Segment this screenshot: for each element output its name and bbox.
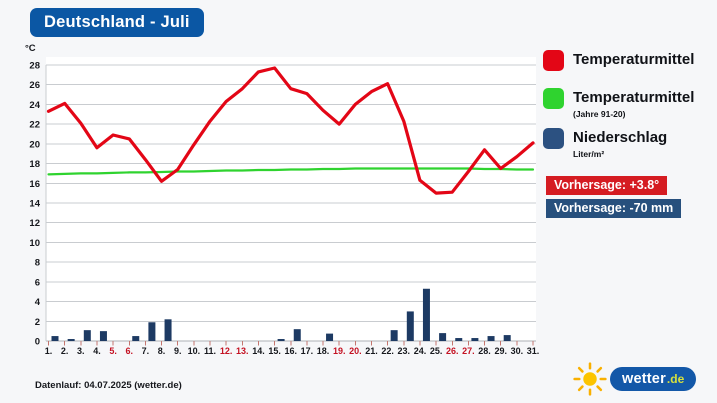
legend-label: Temperaturmittel	[573, 89, 695, 106]
precipitation-bar	[51, 336, 59, 341]
legend-sublabel: (Jahre 91-20)	[573, 109, 626, 119]
svg-text:18: 18	[29, 159, 40, 170]
y-axis-unit-label: °C	[25, 43, 36, 54]
x-axis-ticks	[48, 341, 534, 346]
wetter-de-logo: wetter .de	[572, 361, 697, 397]
svg-text:19.: 19.	[333, 346, 346, 356]
svg-text:22: 22	[29, 120, 40, 131]
precipitation-bar	[422, 288, 430, 341]
red-swatch-icon	[543, 50, 564, 71]
svg-text:6: 6	[35, 277, 40, 288]
logo-pill: wetter .de	[610, 367, 697, 391]
svg-text:16: 16	[29, 179, 40, 190]
svg-text:1.: 1.	[45, 346, 53, 356]
logo-name: wetter	[622, 371, 666, 387]
svg-text:8: 8	[35, 258, 40, 269]
climate-mean-line	[47, 167, 535, 176]
svg-text:9.: 9.	[174, 346, 182, 356]
svg-text:2: 2	[35, 317, 40, 328]
precipitation-bar	[503, 335, 511, 341]
logo-tld: .de	[666, 372, 685, 386]
svg-text:12.: 12.	[220, 346, 233, 356]
svg-text:29.: 29.	[494, 346, 507, 356]
svg-text:26.: 26.	[446, 346, 459, 356]
legend-item-temperature: Temperaturmittel	[543, 50, 694, 71]
green-swatch-icon	[543, 88, 564, 109]
svg-text:17.: 17.	[301, 346, 314, 356]
svg-text:13.: 13.	[236, 346, 249, 356]
forecast-precipitation-badge: Vorhersage: -70 mm	[546, 199, 682, 218]
svg-text:4: 4	[35, 297, 41, 308]
navy-swatch-icon	[543, 128, 564, 149]
precipitation-bar	[406, 311, 414, 341]
y-gridlines	[46, 64, 536, 342]
svg-text:30.: 30.	[511, 346, 524, 356]
svg-text:15.: 15.	[268, 346, 281, 356]
svg-text:20: 20	[29, 139, 40, 150]
svg-text:11.: 11.	[204, 346, 216, 356]
precipitation-bar	[439, 333, 447, 341]
precipitation-bar	[455, 338, 463, 341]
svg-text:0: 0	[35, 337, 40, 348]
legend-sublabel: Liter/m²	[573, 149, 605, 159]
svg-text:22.: 22.	[381, 346, 394, 356]
precipitation-bar	[277, 339, 285, 341]
svg-text:12: 12	[29, 218, 40, 229]
precipitation-bar	[148, 322, 156, 341]
precipitation-bar	[83, 330, 91, 341]
legend-label: Temperaturmittel	[573, 51, 695, 68]
svg-text:31.: 31.	[527, 346, 540, 356]
svg-text:6.: 6.	[125, 346, 133, 356]
x-axis-labels: 1. 2. 3. 4. 5. 6. 7. 8. 9. 10. 11. 12. 13. 14. 15. 16. 1…	[45, 346, 540, 356]
svg-text:3.: 3.	[77, 346, 85, 356]
sun-icon	[573, 362, 607, 396]
svg-text:20.: 20.	[349, 346, 362, 356]
svg-text:28: 28	[29, 61, 40, 72]
svg-text:8.: 8.	[158, 346, 166, 356]
svg-text:2.: 2.	[61, 346, 69, 356]
precipitation-bar	[293, 329, 301, 341]
svg-text:27.: 27.	[462, 346, 475, 356]
svg-text:23.: 23.	[398, 346, 411, 356]
legend-item-climate-mean: Temperaturmittel (Jahre 91-20)	[543, 88, 694, 119]
precipitation-bar	[326, 333, 334, 341]
legend-item-precipitation: Niederschlag Liter/m²	[543, 128, 667, 159]
svg-text:14.: 14.	[252, 346, 265, 356]
legend-label: Niederschlag	[573, 129, 668, 146]
svg-text:18.: 18.	[317, 346, 330, 356]
svg-text:10: 10	[29, 238, 40, 249]
temperature-line	[46, 66, 535, 195]
precipitation-bar	[164, 319, 172, 341]
svg-text:7.: 7.	[142, 346, 150, 356]
precipitation-bar	[67, 339, 75, 341]
precipitation-bar	[132, 336, 140, 341]
svg-text:26: 26	[29, 80, 40, 91]
svg-text:4.: 4.	[93, 346, 101, 356]
precipitation-bar	[471, 338, 479, 341]
page-title: Deutschland - Juli	[30, 8, 204, 37]
precipitation-bar	[99, 331, 107, 341]
svg-text:21.: 21.	[365, 346, 378, 356]
plot-area	[46, 57, 536, 342]
svg-text:24.: 24.	[414, 346, 427, 356]
svg-text:25.: 25.	[430, 346, 443, 356]
svg-text:24: 24	[29, 100, 40, 111]
svg-text:28.: 28.	[478, 346, 491, 356]
svg-text:14: 14	[29, 199, 40, 210]
svg-text:10.: 10.	[188, 346, 201, 356]
svg-text:5.: 5.	[109, 346, 117, 356]
precipitation-bar	[487, 336, 495, 341]
data-run-note: Datenlauf: 04.07.2025 (wetter.de)	[35, 380, 182, 391]
forecast-temperature-badge: Vorhersage: +3.8°	[546, 176, 668, 195]
precipitation-bars	[51, 288, 511, 341]
svg-text:16.: 16.	[284, 346, 297, 356]
precipitation-bar	[390, 330, 398, 341]
